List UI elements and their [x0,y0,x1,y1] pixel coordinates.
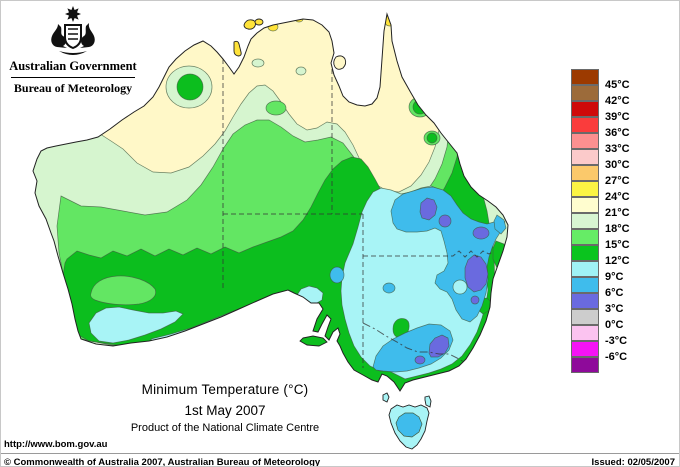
legend-label-30degC: 30°C [605,159,630,171]
legend-swatch-10 [571,229,599,245]
logo-bureau-title: Bureau of Meteorology [13,81,133,95]
legend-swatch-16 [571,325,599,341]
island-tiwi-2 [254,18,264,26]
region-sky-blue-vic-snowy [372,323,454,373]
map-date: 1st May 2007 [184,403,266,418]
border-nsw-vic-murray [362,322,465,363]
footer-divider-line [1,453,679,454]
spot-blue-purple-central-nsw [470,295,480,305]
legend-label-33degC: 33°C [605,143,630,155]
temperature-legend: 45°C 42°C 39°C 36°C 33°C 30°C 27°C 24°C 21°C 18°C… [571,69,679,379]
legend-label-15degC: 15°C [605,239,630,251]
oval-green-qld-2 [426,132,438,144]
legend-swatch-11 [571,245,599,261]
legend-label-42degC: 42°C [605,95,630,107]
legend-label-6degC: 6°C [605,287,624,299]
legend-swatch-6 [571,165,599,181]
legend-label-24degC: 24°C [605,191,630,203]
oval-green-kimberley [176,73,204,101]
legend-label-3degC: 3°C [605,303,624,315]
map-title: Minimum Temperature (°C) [141,382,309,397]
legend-swatch-4 [571,133,599,149]
spot-blue-purple-border [472,226,490,240]
legend-swatch-2 [571,101,599,117]
legend-swatch-18 [571,357,599,373]
patch-light-green-sw-wa [90,275,157,306]
legend-label-27degC: 27°C [605,175,630,187]
map-product-line: Product of the National Climate Centre [130,422,320,434]
legend-label-12degC: 12°C [605,255,630,267]
island-flinders [424,395,432,408]
spot-blue-purple-sqld-1 [419,197,438,221]
bom-url-text: http://www.bom.gov.au [4,439,108,450]
legend-label-36degC: 36°C [605,127,630,139]
legend-swatch-8 [571,197,599,213]
australian-coat-of-arms-icon [51,6,95,55]
spot-blue-purple-snowy [428,334,450,358]
logo-divider-rule [11,77,135,78]
legend-swatch-9 [571,213,599,229]
legend-swatch-17 [571,341,599,357]
island-darwin-coast-yellow [233,40,242,57]
patch-green-coast-ne-nsw [492,240,507,269]
bom-logo-block: Australian Government Bureau of Meteorol… [5,5,141,96]
oval-light-green-nt [265,100,287,116]
island-kangaroo [299,335,328,347]
legend-label-0degC: 0°C [605,319,624,331]
hole-cyan-new-england [452,279,468,295]
legend-swatch-15 [571,309,599,325]
legend-swatch-7 [571,181,599,197]
legend-swatch-0 [571,69,599,85]
legend-swatch-3 [571,117,599,133]
mainland-coastline [32,12,509,392]
spot-yellow-arnhem-2 [307,14,315,20]
legend-label-21degC: 21°C [605,207,630,219]
legend-label--3degC: -3°C [605,335,628,347]
border-qld-nsw [363,250,494,258]
legend-swatch-1 [571,85,599,101]
spot-blue-purple-vic [414,355,426,365]
legend-label--6degC: -6°C [605,351,628,363]
legend-swatch-13 [571,277,599,293]
legend-swatch-12 [571,261,599,277]
spot-blue-purple-new-england [464,254,489,293]
spot-blue-purple-sqld-2 [438,214,452,228]
spot-sky-blue-riverina [382,282,396,294]
legend-label-18degC: 18°C [605,223,630,235]
legend-swatch-14 [571,293,599,309]
legend-swatch-5 [571,149,599,165]
island-groote [333,55,347,70]
island-king [382,392,390,403]
issued-date-text: Issued: 02/05/2007 [591,457,675,467]
map-title-block: Minimum Temperature (°C) 1st May 2007 Pr… [65,382,385,434]
spot-sky-blue-se-qld-coast [493,214,507,235]
region-sky-blue-tasmania [395,412,423,438]
legend-label-9degC: 9°C [605,271,624,283]
oval-pale-green-nt-2 [295,66,307,76]
copyright-text: © Commonwealth of Australia 2007, Austra… [4,457,321,467]
island-tiwi-1 [243,19,257,30]
strip-cyan-sw-coast [88,306,184,344]
legend-label-39degC: 39°C [605,111,630,123]
oval-pale-green-nt-1 [251,58,265,68]
spot-sky-blue-flinders [329,266,345,284]
legend-label-45degC: 45°C [605,79,630,91]
logo-government-title: Australian Government [9,59,137,73]
